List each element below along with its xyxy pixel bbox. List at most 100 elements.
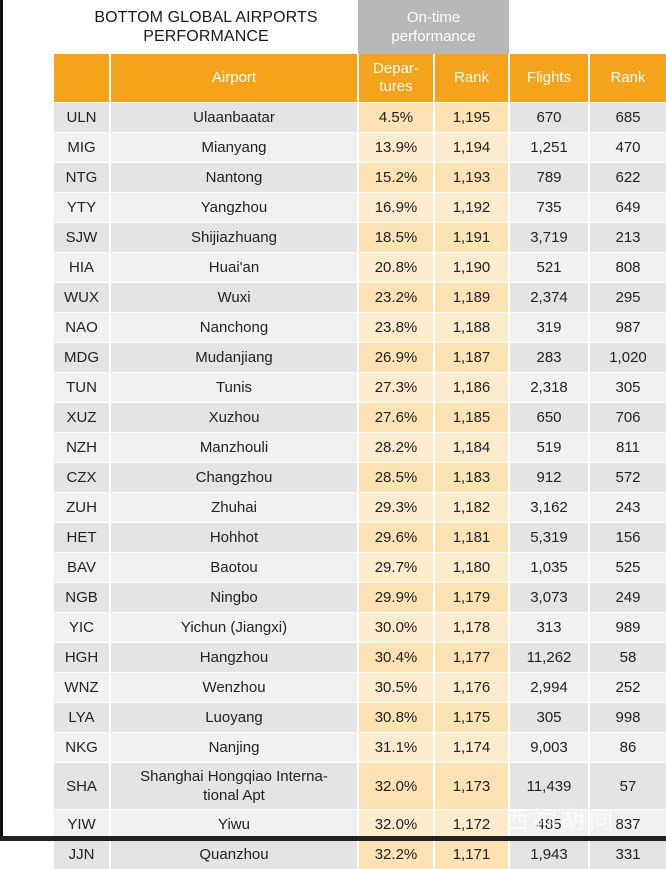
airport-name-cell: Shijiazhuang <box>110 223 358 253</box>
ontime-rank-cell: 1,174 <box>434 733 509 763</box>
flights-rank-cell: 295 <box>589 283 666 313</box>
airport-code-cell: MIG <box>54 133 110 163</box>
departures-cell: 32.0% <box>358 763 434 810</box>
airport-code-cell: JJN <box>54 840 110 869</box>
departures-cell: 18.5% <box>358 223 434 253</box>
flights-cell: 313 <box>509 613 589 643</box>
airport-name-cell: Nanjing <box>110 733 358 763</box>
flights-cell: 3,073 <box>509 583 589 613</box>
departures-cell: 4.5% <box>358 103 434 133</box>
airport-name-cell: Yangzhou <box>110 193 358 223</box>
airport-code-cell: NZH <box>54 433 110 463</box>
flights-rank-cell: 685 <box>589 103 666 133</box>
flights-rank-cell: 58 <box>589 643 666 673</box>
ontime-rank-cell: 1,173 <box>434 763 509 810</box>
airport-code-cell: YIW <box>54 810 110 840</box>
flights-cell: 670 <box>509 103 589 133</box>
flights-rank-cell: 156 <box>589 523 666 553</box>
title-line-2: PERFORMANCE <box>54 27 358 46</box>
flights-cell: 912 <box>509 463 589 493</box>
flights-cell: 2,994 <box>509 673 589 703</box>
ontime-rank-cell: 1,195 <box>434 103 509 133</box>
flights-cell: 3,719 <box>509 223 589 253</box>
departures-cell: 30.4% <box>358 643 434 673</box>
airport-code-cell: WNZ <box>54 673 110 703</box>
header-code <box>54 54 110 103</box>
flights-cell: 521 <box>509 253 589 283</box>
airport-code-cell: WUX <box>54 283 110 313</box>
airport-name-cell: Yiwu <box>110 810 358 840</box>
flights-rank-cell: 808 <box>589 253 666 283</box>
airport-code-cell: CZX <box>54 463 110 493</box>
airport-name-cell: Nantong <box>110 163 358 193</box>
header-row: Airport Depar- tures Rank Flights Rank <box>54 54 666 103</box>
departures-cell: 26.9% <box>358 343 434 373</box>
flights-rank-cell: 989 <box>589 613 666 643</box>
airport-name-cell: Hohhot <box>110 523 358 553</box>
airport-name-cell: Mudanjiang <box>110 343 358 373</box>
ontime-rank-cell: 1,189 <box>434 283 509 313</box>
ontime-rank-cell: 1,187 <box>434 343 509 373</box>
airport-name-cell: Tunis <box>110 373 358 403</box>
airport-code-cell: NGB <box>54 583 110 613</box>
ontime-rank-cell: 1,190 <box>434 253 509 283</box>
flights-cell: 2,374 <box>509 283 589 313</box>
flights-rank-cell: 249 <box>589 583 666 613</box>
flights-rank-cell: 305 <box>589 373 666 403</box>
airport-code-cell: LYA <box>54 703 110 733</box>
watermark-text: 西祠胡同 <box>505 800 617 835</box>
flights-rank-cell: 649 <box>589 193 666 223</box>
flights-cell: 3,162 <box>509 493 589 523</box>
flights-rank-cell: 572 <box>589 463 666 493</box>
flights-cell: 735 <box>509 193 589 223</box>
airport-code-cell: BAV <box>54 553 110 583</box>
header-departures-line-1: Depar- <box>359 60 433 78</box>
airport-name-cell: Yichun (Jiangxi) <box>110 613 358 643</box>
departures-cell: 32.2% <box>358 840 434 869</box>
ontime-rank-cell: 1,192 <box>434 193 509 223</box>
header-flights: Flights <box>509 54 589 103</box>
departures-cell: 23.8% <box>358 313 434 343</box>
departures-cell: 30.0% <box>358 613 434 643</box>
ontime-rank-cell: 1,178 <box>434 613 509 643</box>
airport-name-line: Shanghai Hongqiao Interna- <box>111 767 357 786</box>
airport-code-cell: NKG <box>54 733 110 763</box>
flights-cell: 9,003 <box>509 733 589 763</box>
flights-cell: 1,035 <box>509 553 589 583</box>
flights-rank-cell: 243 <box>589 493 666 523</box>
ontime-rank-cell: 1,193 <box>434 163 509 193</box>
airport-name-cell: Xuzhou <box>110 403 358 433</box>
departures-cell: 27.6% <box>358 403 434 433</box>
header-rank-flights: Rank <box>589 54 666 103</box>
on-time-performance-header: On-time performance <box>358 0 509 54</box>
departures-cell: 29.6% <box>358 523 434 553</box>
ontime-rank-cell: 1,186 <box>434 373 509 403</box>
ontime-rank-cell: 1,172 <box>434 810 509 840</box>
airport-code-cell: HGH <box>54 643 110 673</box>
ontime-rank-cell: 1,191 <box>434 223 509 253</box>
airport-name-line: tional Apt <box>111 786 357 805</box>
airport-name-cell: Huai'an <box>110 253 358 283</box>
departures-cell: 29.9% <box>358 583 434 613</box>
departures-cell: 23.2% <box>358 283 434 313</box>
departures-cell: 16.9% <box>358 193 434 223</box>
departures-cell: 30.8% <box>358 703 434 733</box>
airports-table: Airport Depar- tures Rank Flights Rank U… <box>54 54 666 869</box>
ontime-rank-cell: 1,184 <box>434 433 509 463</box>
departures-cell: 28.5% <box>358 463 434 493</box>
airport-name-cell: Changzhou <box>110 463 358 493</box>
airport-name-cell: Nanchong <box>110 313 358 343</box>
flights-cell: 2,318 <box>509 373 589 403</box>
flights-rank-cell: 470 <box>589 133 666 163</box>
